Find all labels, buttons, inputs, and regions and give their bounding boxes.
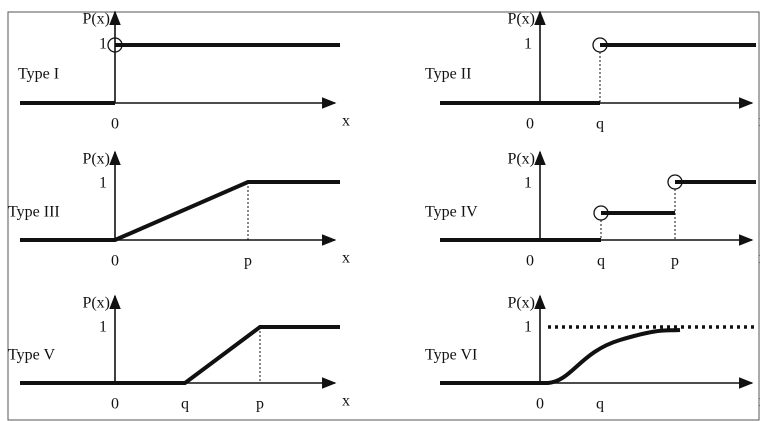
y-axis-label: P(x) (82, 11, 110, 28)
tick-label: 0 (526, 116, 534, 133)
tick-label: 0 (111, 396, 119, 413)
type-label: Type IV (425, 204, 478, 221)
type-label: Type V (8, 347, 55, 364)
y-axis-label: P(x) (507, 295, 535, 312)
y-axis-label: P(x) (82, 151, 110, 168)
level-label: 1 (524, 36, 532, 53)
tick-label: 0 (536, 396, 544, 413)
y-axis-label: P(x) (82, 295, 110, 312)
tick-label: 0 (111, 253, 119, 270)
tick-label: q (181, 396, 189, 413)
tick-label: 0 (111, 116, 119, 133)
level-label: 1 (99, 36, 107, 53)
tick-label: p (671, 253, 679, 270)
x-axis-label: x (342, 393, 350, 410)
x-axis-label: x (342, 250, 350, 267)
level-label: 1 (99, 175, 107, 192)
curves (20, 37, 756, 385)
tick-label: q (597, 253, 605, 270)
level-label: 1 (524, 175, 532, 192)
level-label: 1 (99, 319, 107, 336)
x-axis-label: x (342, 113, 350, 130)
tick-label: p (244, 253, 252, 270)
type-label: Type II (425, 66, 471, 83)
type-label: Type I (18, 66, 59, 83)
tick-label: q (596, 116, 604, 133)
type-label: Type VI (425, 347, 477, 364)
type-label: Type III (8, 204, 60, 221)
frame (7, 11, 760, 421)
tick-label: 0 (526, 253, 534, 270)
tick-label: q (596, 396, 604, 413)
tick-label: p (256, 396, 264, 413)
y-axis-label: P(x) (507, 11, 535, 28)
level-label: 1 (524, 319, 532, 336)
y-axis-label: P(x) (507, 151, 535, 168)
